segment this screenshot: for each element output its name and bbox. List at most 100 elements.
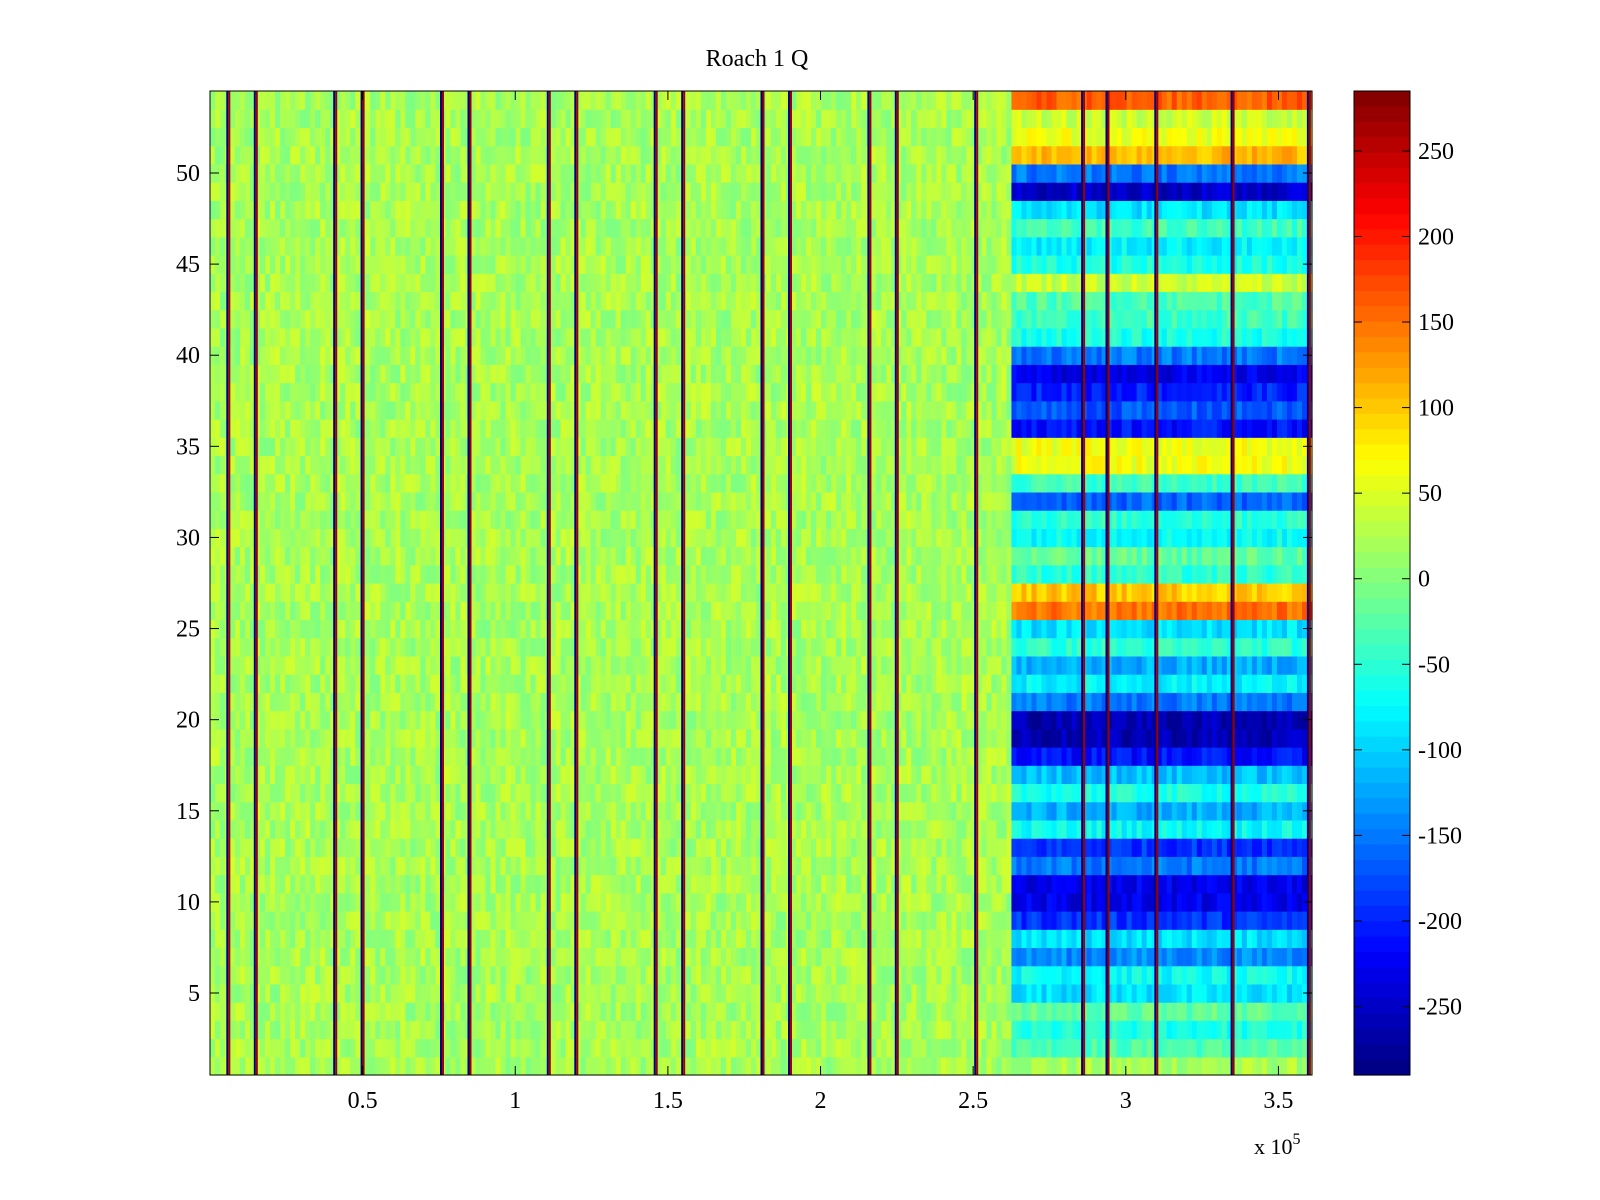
heatmap-cell (791, 892, 797, 912)
heatmap-cell (540, 692, 547, 712)
heatmap-cell (1276, 892, 1283, 912)
heatmap-cell (1101, 874, 1108, 894)
heatmap-cell (1091, 674, 1098, 693)
heatmap-cell (1266, 947, 1273, 967)
heatmap-cell (1261, 765, 1268, 785)
heatmap-cell (510, 856, 517, 876)
heatmap-cell (335, 1038, 341, 1058)
heatmap-cell (1251, 1002, 1258, 1021)
heatmap-cell (560, 1038, 567, 1058)
heatmap-cell (245, 1020, 251, 1040)
heatmap-cell (235, 747, 241, 766)
heatmap-cell (625, 819, 632, 839)
heatmap-cell (720, 874, 727, 894)
heatmap-cell (220, 1020, 226, 1040)
heatmap-cell (851, 1056, 857, 1076)
heatmap-cell (515, 783, 522, 803)
heatmap-cell (951, 1020, 957, 1040)
heatmap-cell (1096, 801, 1103, 821)
heatmap-cell (911, 838, 917, 857)
heatmap-cell (725, 765, 732, 785)
heatmap-cell (565, 674, 572, 693)
heatmap-cell (535, 929, 542, 949)
heatmap-cell (655, 674, 662, 693)
heatmap-cell (405, 1020, 411, 1040)
heatmap-cell (275, 947, 281, 967)
heatmap-cell (450, 674, 457, 693)
heatmap-cell (1001, 929, 1008, 949)
heatmap-cell (250, 1002, 256, 1021)
heatmap-cell (345, 892, 351, 912)
heatmap-cell (325, 983, 331, 1003)
heatmap-cell (871, 1020, 877, 1040)
heatmap-cell (420, 692, 426, 712)
heatmap-cell (1276, 1020, 1283, 1040)
heatmap-cell (370, 747, 376, 766)
heatmap-cell (846, 929, 852, 949)
heatmap-cell (695, 765, 702, 785)
heatmap-cell (766, 819, 772, 839)
heatmap-cell (976, 819, 982, 839)
heatmap-cell (320, 674, 326, 693)
heatmap-cell (1116, 838, 1123, 857)
heatmap-cell (585, 983, 592, 1003)
heatmap-cell (390, 929, 396, 949)
heatmap-cell (951, 1038, 957, 1058)
heatmap-cell (921, 801, 927, 821)
heatmap-cell (886, 692, 892, 712)
heatmap-cell (595, 1020, 602, 1040)
heatmap-cell (826, 874, 832, 894)
heatmap-cell (575, 747, 582, 766)
heatmap-cell (1196, 819, 1203, 839)
heatmap-cell (395, 892, 401, 912)
heatmap-cell (400, 765, 406, 785)
heatmap-cell (1211, 819, 1218, 839)
heatmap-cell (430, 874, 437, 894)
heatmap-cell (410, 728, 416, 748)
heatmap-cell (816, 892, 822, 912)
heatmap-cell (1091, 1002, 1098, 1021)
heatmap-cell (771, 983, 777, 1003)
heatmap-cell (420, 728, 426, 748)
heatmap-cell (1046, 783, 1053, 803)
heatmap-cell (861, 947, 867, 967)
heatmap-cell (846, 965, 852, 985)
heatmap-cell (245, 801, 251, 821)
heatmap-cell (260, 655, 266, 675)
heatmap-cell (831, 728, 837, 748)
heatmap-cell (966, 783, 972, 803)
heatmap-cell (801, 692, 807, 712)
heatmap-cell (886, 874, 892, 894)
heatmap-cell (685, 929, 692, 949)
heatmap-cell (776, 728, 782, 748)
heatmap-cell (1211, 674, 1218, 693)
heatmap-cell (300, 1002, 306, 1021)
heatmap-cell (670, 747, 677, 766)
heatmap-cell (410, 1038, 416, 1058)
heatmap-cell (560, 655, 567, 675)
heatmap-cell (1161, 838, 1168, 857)
heatmap-cell (1111, 874, 1118, 894)
heatmap-cell (595, 856, 602, 876)
heatmap-cell (390, 783, 396, 803)
heatmap-cell (740, 1020, 747, 1040)
heatmap-cell (1086, 819, 1093, 839)
heatmap-cell (755, 1002, 762, 1021)
heatmap-cell (665, 728, 672, 748)
heatmap-cell (605, 1020, 612, 1040)
heatmap-cell (1016, 728, 1023, 748)
heatmap-cell (370, 728, 376, 748)
heatmap-cell (495, 728, 502, 748)
heatmap-cell (901, 856, 907, 876)
heatmap-cell (735, 1038, 742, 1058)
heatmap-cell (255, 728, 261, 748)
heatmap-cell (1241, 947, 1248, 967)
heatmap-cell (500, 692, 507, 712)
heatmap-cell (460, 892, 467, 912)
heatmap-cell (755, 692, 762, 712)
heatmap-cell (1136, 874, 1143, 894)
heatmap-cell (946, 947, 952, 967)
heatmap-cell (806, 1038, 812, 1058)
heatmap-cell (660, 692, 667, 712)
heatmap-cell (931, 747, 937, 766)
